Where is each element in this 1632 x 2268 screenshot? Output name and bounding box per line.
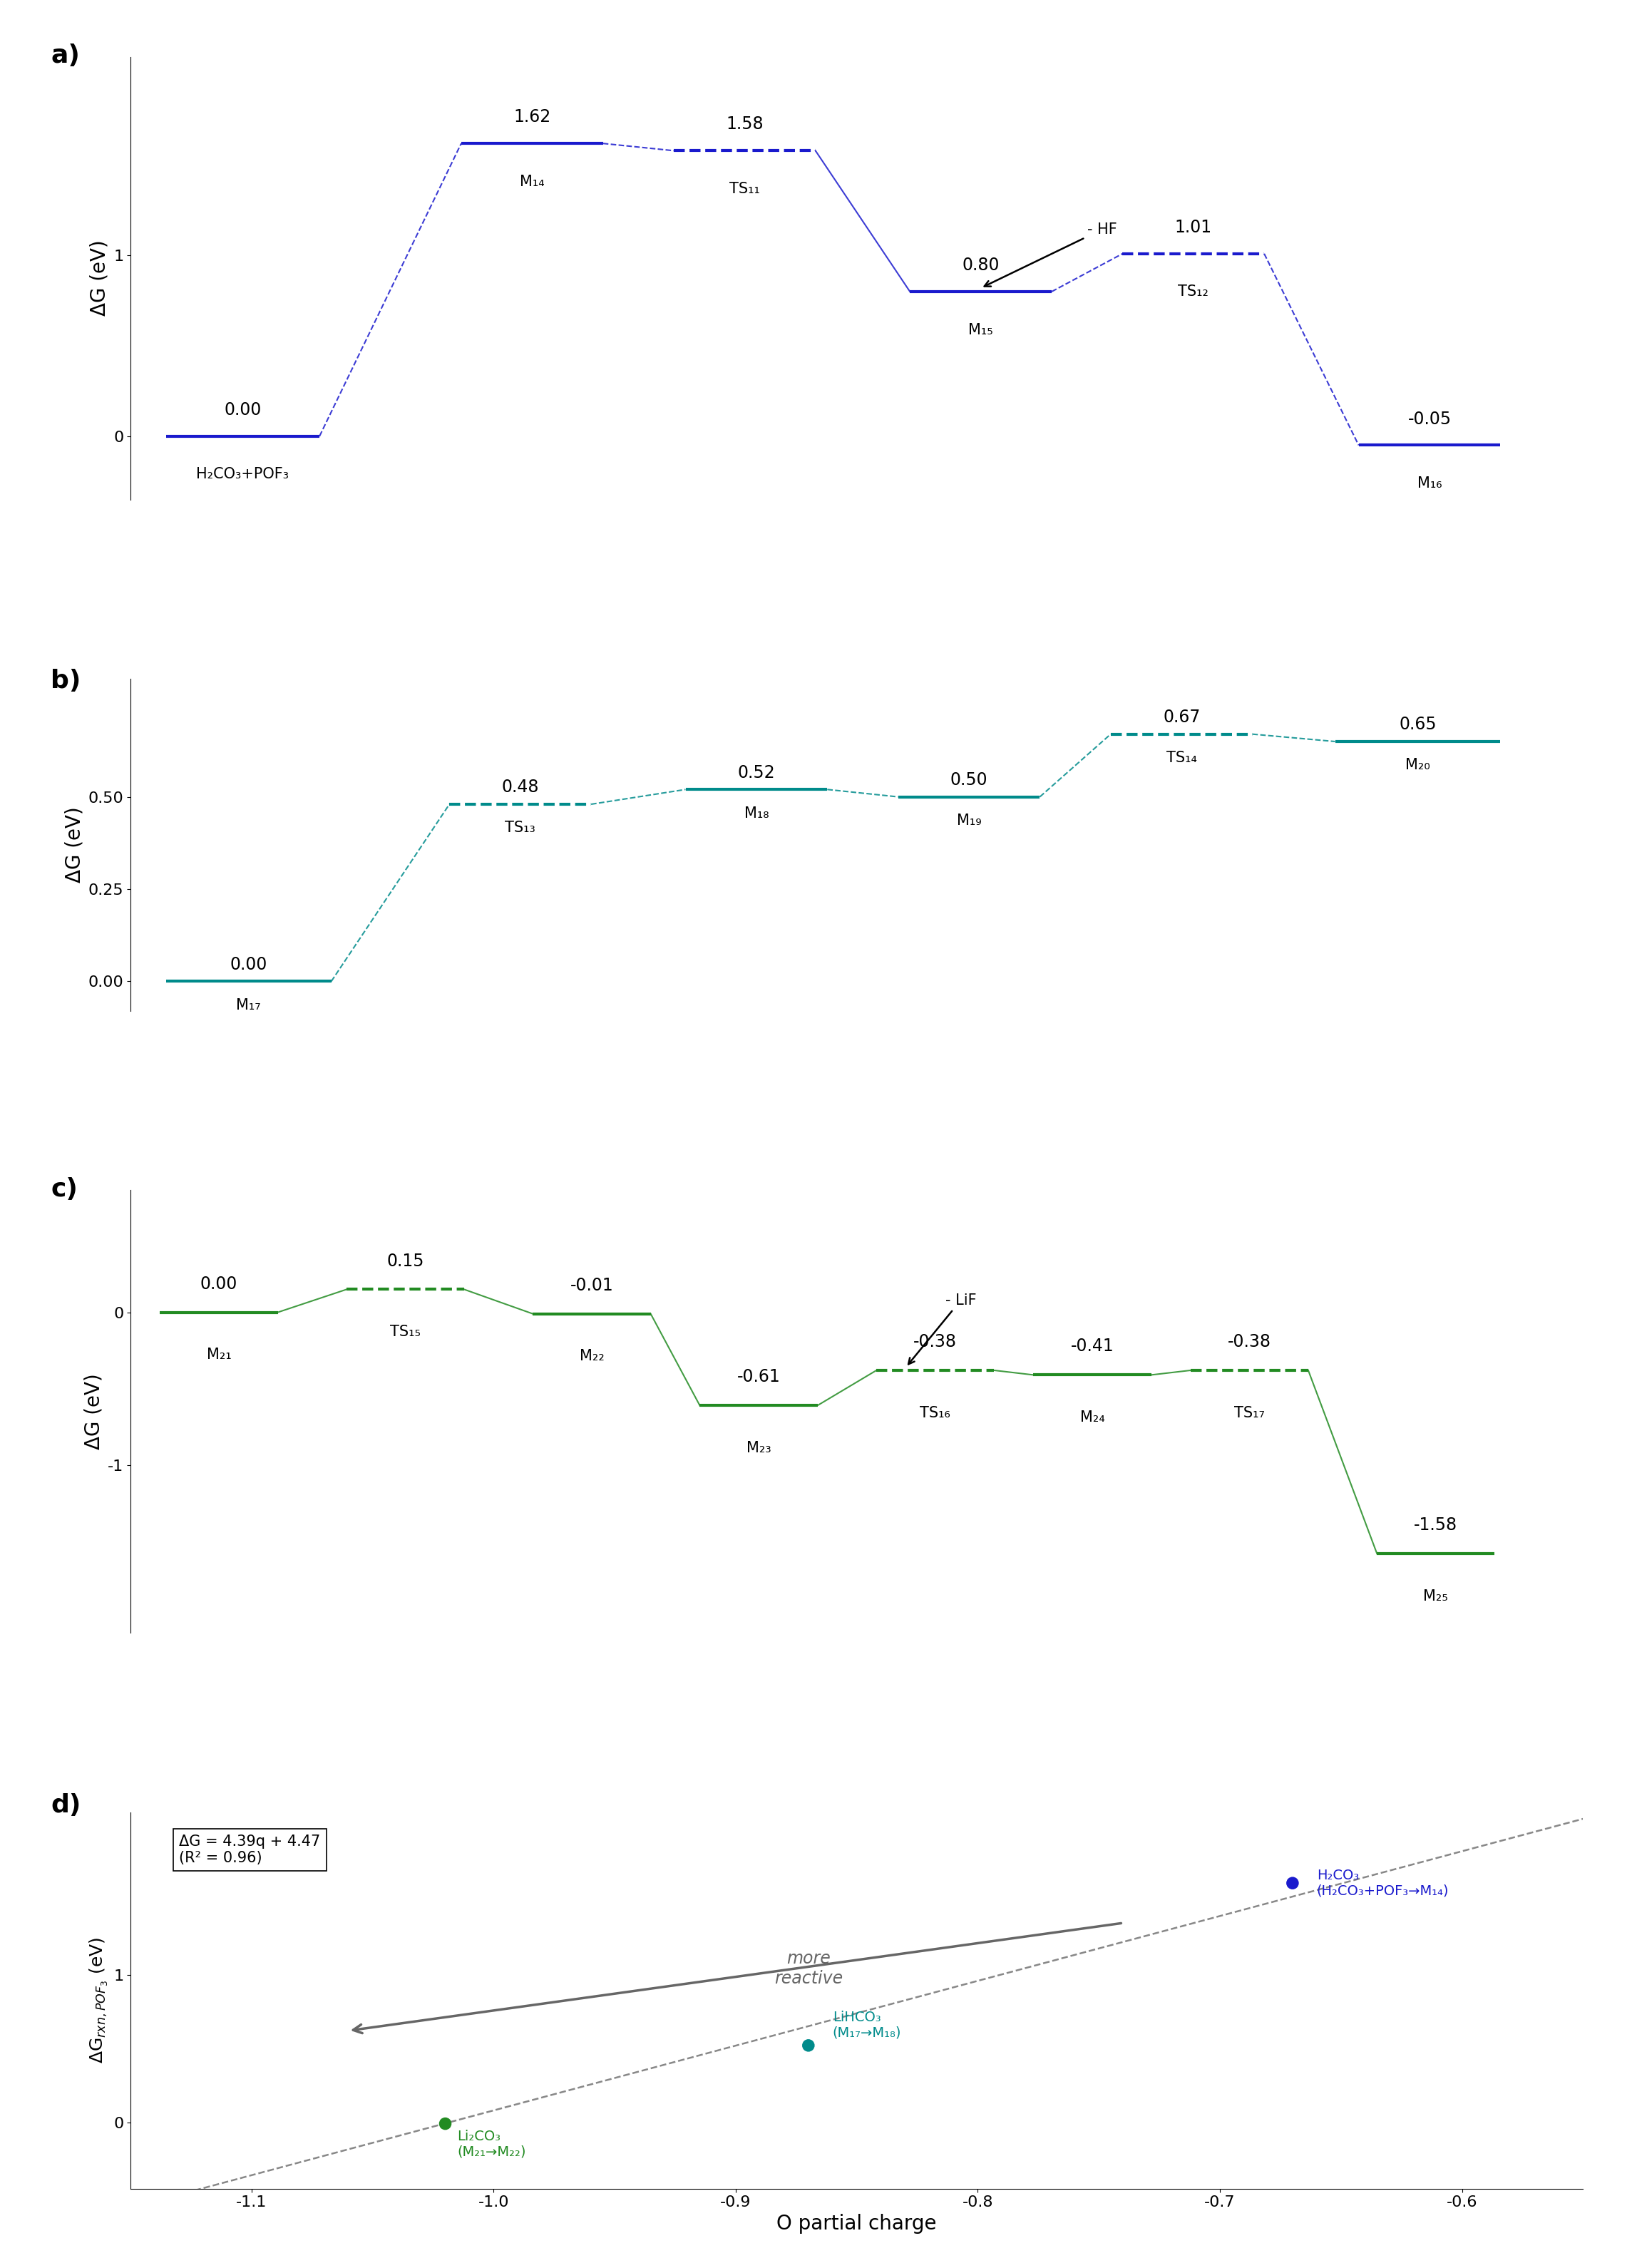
Text: 0.67: 0.67 [1164,708,1200,726]
Text: c): c) [51,1177,78,1202]
Text: M₂₅: M₂₅ [1423,1590,1448,1603]
Text: 0.48: 0.48 [501,778,539,796]
Point [432,2105,459,2141]
X-axis label: O partial charge: O partial charge [777,2214,937,2234]
Text: 0.65: 0.65 [1399,717,1436,733]
Y-axis label: ΔG (eV): ΔG (eV) [83,1374,104,1449]
Text: b): b) [51,669,82,694]
Text: TS₁₁: TS₁₁ [730,181,761,195]
Text: TS₁₆: TS₁₆ [920,1406,950,1420]
Y-axis label: ΔG$_{rxn,POF_3}$ (eV): ΔG$_{rxn,POF_3}$ (eV) [88,1937,109,2064]
Text: M₁₉: M₁₉ [956,814,981,828]
Text: M₁₅: M₁₅ [968,322,994,338]
Text: a): a) [51,43,80,68]
Text: M₁₇: M₁₇ [237,998,261,1012]
Text: M₁₄: M₁₄ [519,175,545,188]
Text: M₂₃: M₂₃ [746,1440,770,1456]
Text: TS₁₅: TS₁₅ [390,1325,421,1338]
Text: -0.61: -0.61 [738,1368,780,1386]
Text: -0.38: -0.38 [1227,1334,1271,1349]
Text: - LiF: - LiF [909,1293,976,1365]
Text: M₁₆: M₁₆ [1417,476,1441,490]
Text: - HF: - HF [984,222,1116,286]
Y-axis label: ΔG (eV): ΔG (eV) [64,807,85,882]
Y-axis label: ΔG (eV): ΔG (eV) [90,240,109,315]
Text: 0.00: 0.00 [230,955,268,973]
Text: TS₁₂: TS₁₂ [1178,286,1209,299]
Text: LiHCO₃
(M₁₇→M₁₈): LiHCO₃ (M₁₇→M₁₈) [832,2009,901,2039]
Text: -0.41: -0.41 [1071,1338,1115,1354]
Text: more
reactive: more reactive [774,1950,842,1987]
Text: TS₁₄: TS₁₄ [1167,751,1196,764]
Text: -1.58: -1.58 [1413,1517,1457,1533]
Text: 0.00: 0.00 [224,401,261,420]
Text: M₂₄: M₂₄ [1080,1411,1105,1424]
Point [1279,1864,1306,1901]
Text: 0.52: 0.52 [738,764,775,780]
Text: 0.80: 0.80 [963,256,999,274]
Text: 0.00: 0.00 [201,1275,238,1293]
Text: 1.01: 1.01 [1175,220,1213,236]
Text: -0.01: -0.01 [570,1277,614,1295]
Text: 0.50: 0.50 [950,771,987,789]
Text: H₂CO₃
(H₂CO₃+POF₃→M₁₄): H₂CO₃ (H₂CO₃+POF₃→M₁₄) [1317,1869,1449,1898]
Text: 1.58: 1.58 [726,116,764,134]
Text: -0.38: -0.38 [914,1334,956,1349]
Text: Li₂CO₃
(M₂₁→M₂₂): Li₂CO₃ (M₂₁→M₂₂) [457,2130,526,2159]
Text: d): d) [51,1794,82,1817]
Text: M₂₂: M₂₂ [579,1349,604,1363]
Text: -0.05: -0.05 [1408,411,1451,429]
Text: 1.62: 1.62 [514,109,550,125]
Text: H₂CO₃+POF₃: H₂CO₃+POF₃ [196,467,289,481]
Text: M₂₁: M₂₁ [207,1347,232,1363]
Text: M₁₈: M₁₈ [744,805,769,821]
Text: TS₁₇: TS₁₇ [1234,1406,1265,1420]
Text: M₂₀: M₂₀ [1405,758,1430,773]
Text: TS₁₃: TS₁₃ [504,821,535,835]
Point [795,2028,821,2064]
Text: ΔG = 4.39q + 4.47
(R² = 0.96): ΔG = 4.39q + 4.47 (R² = 0.96) [180,1835,320,1864]
Text: 0.15: 0.15 [387,1252,424,1270]
